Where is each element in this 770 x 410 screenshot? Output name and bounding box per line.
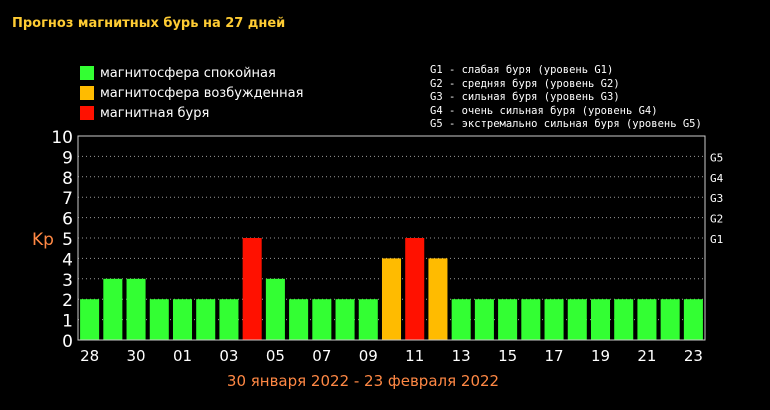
bar	[242, 238, 262, 340]
legend-label-storm: магнитная буря	[100, 105, 210, 121]
x-tick-label: 05	[266, 347, 285, 365]
y-tick-label: 10	[51, 128, 73, 148]
bar	[660, 299, 680, 340]
x-tick-label: 11	[405, 347, 424, 365]
x-tick-label: 17	[545, 347, 564, 365]
bar	[358, 299, 378, 340]
legend-label-active: магнитосфера возбужденная	[100, 85, 304, 101]
x-tick-label: 01	[173, 347, 192, 365]
bar	[614, 299, 634, 340]
legend-item-active: магнитосфера возбужденная	[80, 83, 303, 103]
legend-item-quiet: магнитосфера спокойная	[80, 63, 303, 83]
y-tick-label: 9	[62, 148, 73, 168]
y-tick-label: 8	[62, 169, 73, 189]
bar	[544, 299, 564, 340]
x-axis-label: 30 января 2022 - 23 февраля 2022	[227, 372, 499, 390]
legend-swatch-active	[80, 86, 94, 100]
y-tick-label: 0	[62, 332, 73, 352]
x-tick-label: 15	[498, 347, 517, 365]
legend-swatch-storm	[80, 106, 94, 120]
legend-label-quiet: магнитосфера спокойная	[100, 65, 276, 81]
y-tick-label: 1	[62, 312, 73, 332]
y-axis-label: Kp	[32, 230, 54, 250]
g-axis-label: G2	[710, 213, 723, 226]
x-tick-label: 19	[591, 347, 610, 365]
x-tick-label: 21	[637, 347, 656, 365]
bar	[126, 278, 146, 340]
g-level-1: G1 - слабая буря (уровень G1)	[430, 64, 614, 76]
x-tick-label: 03	[219, 347, 238, 365]
bar	[172, 299, 193, 340]
g-axis-label: G1	[710, 233, 723, 246]
g-level-legend: G1 - слабая буря (уровень G1) G2 - средн…	[430, 64, 702, 132]
chart-title: Прогноз магнитных бурь на 27 дней	[12, 16, 286, 31]
g-level-2: G2 - средняя буря (уровень G2)	[430, 77, 620, 90]
g-axis-label: G4	[710, 172, 724, 185]
bar	[219, 299, 239, 340]
x-tick-label: 07	[312, 347, 331, 365]
bar	[196, 299, 216, 340]
bar	[312, 299, 332, 340]
x-tick-label: 13	[452, 347, 471, 365]
y-tick-label: 6	[62, 210, 73, 230]
x-tick-label: 30	[127, 347, 146, 365]
g-level-3: G3 - сильная буря (уровень G3)	[430, 91, 620, 103]
x-tick-label: 28	[80, 347, 99, 365]
g-axis-label: G5	[710, 151, 723, 164]
g-level-4: G4 - очень сильная буря (уровень G4)	[430, 104, 658, 117]
x-tick-label: 23	[684, 347, 703, 365]
bar	[428, 258, 448, 340]
y-tick-label: 4	[62, 250, 73, 270]
bar	[335, 299, 355, 340]
bar	[498, 299, 518, 340]
bar	[521, 299, 541, 340]
y-tick-label: 3	[62, 271, 73, 291]
bar	[149, 299, 169, 340]
x-tick-label: 09	[359, 347, 378, 365]
g-level-5: G5 - экстремально сильная буря (уровень …	[430, 118, 702, 130]
y-tick-label: 5	[62, 230, 73, 250]
plot-frame	[77, 135, 706, 341]
bar	[590, 299, 611, 340]
legend-swatch-quiet	[80, 66, 94, 80]
bar	[474, 299, 494, 340]
y-tick-label: 2	[62, 291, 73, 311]
bar	[567, 299, 587, 340]
legend: магнитосфера спокойная магнитосфера возб…	[80, 63, 303, 123]
bar	[265, 278, 285, 340]
bar	[451, 299, 471, 340]
bar	[405, 238, 425, 340]
bar	[381, 258, 402, 340]
bar	[80, 299, 100, 340]
g-axis-label: G3	[710, 192, 723, 205]
bar	[683, 299, 703, 340]
y-tick-label: 7	[62, 189, 73, 209]
bar	[103, 278, 123, 340]
legend-item-storm: магнитная буря	[80, 103, 303, 123]
bar	[289, 299, 309, 340]
bar	[637, 299, 657, 340]
